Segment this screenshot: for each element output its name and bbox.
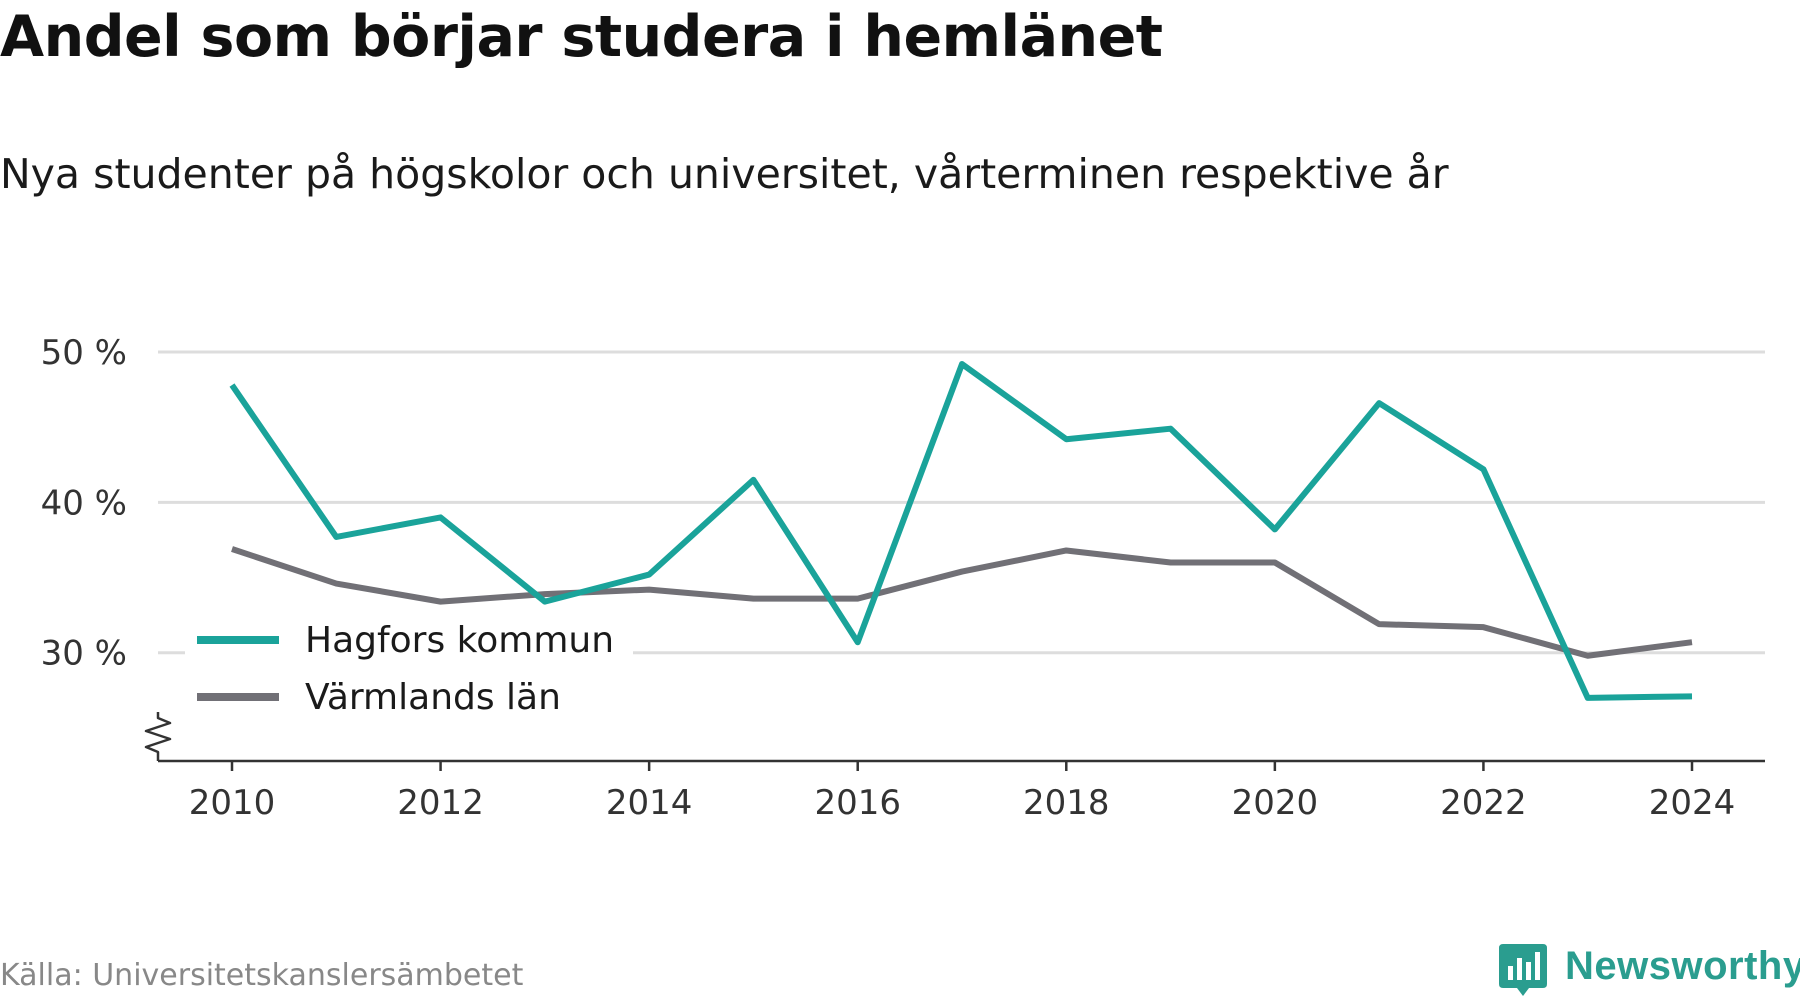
legend: Hagfors kommun Värmlands län [185,615,633,720]
x-tick-label: 2012 [397,783,484,823]
legend-background [185,615,633,720]
x-tick-label: 2024 [1649,783,1736,823]
legend-label-hagfors: Hagfors kommun [305,620,614,661]
x-tick-label: 2010 [189,783,276,823]
series-line-varmland [231,546,1693,659]
x-tick-label: 2016 [814,783,901,823]
legend-label-varmland: Värmlands län [305,677,561,718]
newsworthy-logo: Newsworthy [1495,940,1800,1000]
y-tick-label: 30 % [41,634,127,674]
x-axis: 2010 2012 2014 2016 2018 2020 2022 2024 [144,712,1765,823]
newsworthy-logo-icon [1499,944,1547,996]
x-tick-label: 2020 [1232,783,1319,823]
chart-subtitle: Nya studenter på högskolor och universit… [0,150,1449,198]
y-tick-label: 50 % [41,333,127,373]
series-lines [229,361,1693,701]
series-line-hagfors [229,361,1693,701]
brand-name: Newsworthy [1565,944,1800,988]
x-tick-label: 2018 [1023,783,1110,823]
y-axis-break-icon [144,712,172,761]
gridlines [158,350,1765,655]
y-axis-ticks: 30 % 40 % 50 % [41,333,127,674]
y-tick-label: 40 % [41,483,127,523]
x-tick-label: 2014 [606,783,693,823]
chart-title: Andel som börjar studera i hemlänet [0,4,1163,70]
source-note: Källa: Universitetskanslersämbetet [0,958,524,993]
x-tick-label: 2022 [1440,783,1527,823]
